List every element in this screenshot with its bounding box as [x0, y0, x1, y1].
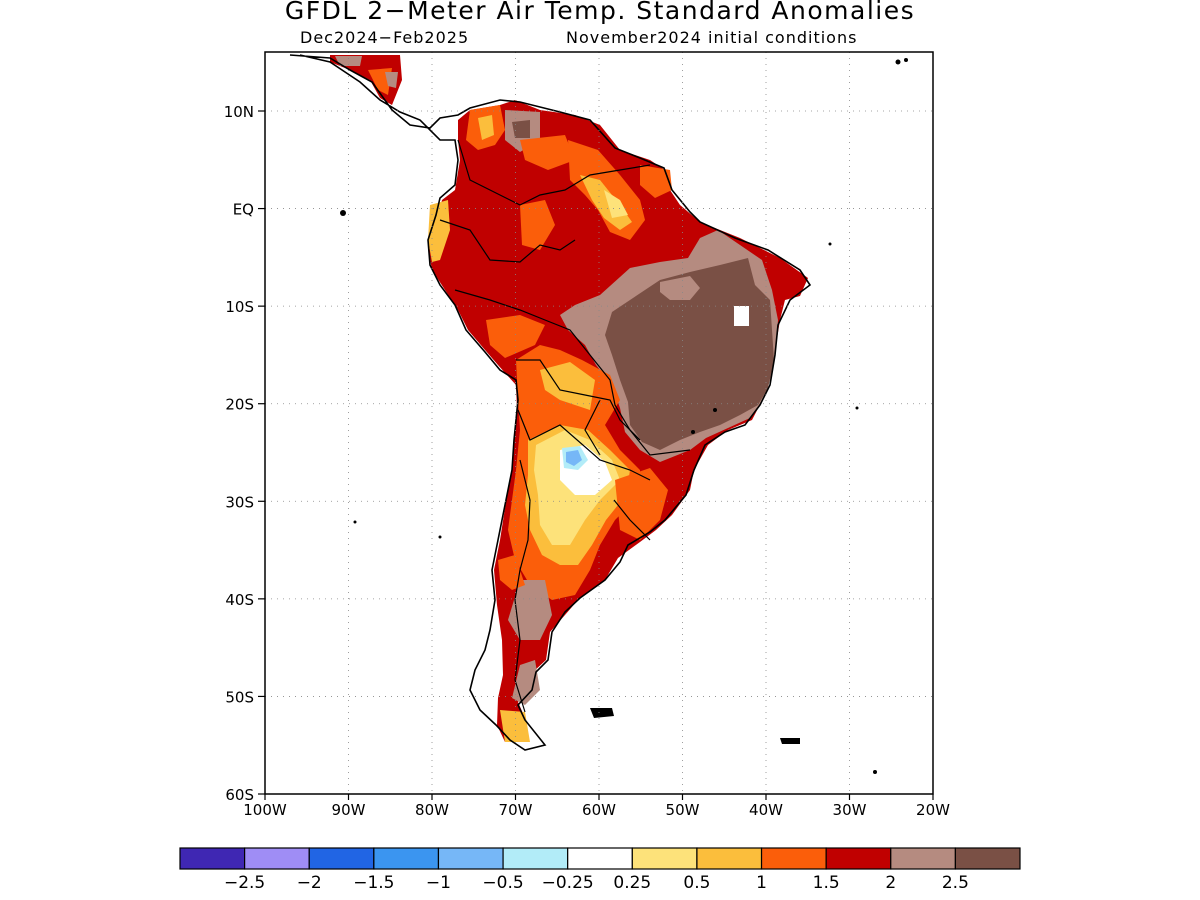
lat-tick-label: 50S [225, 688, 254, 706]
islands [340, 58, 908, 774]
lon-tick-label: 90W [332, 801, 366, 819]
colorbar-swatch [890, 847, 956, 870]
colorbar-swatch [437, 847, 504, 870]
lon-tick-label: 70W [499, 801, 533, 819]
colorbar-swatch [244, 847, 310, 870]
central-america-shading [330, 55, 402, 105]
lat-tick-label: 60S [225, 786, 254, 804]
lon-tick-label: 20W [916, 801, 950, 819]
colorbar-swatch [954, 847, 1021, 870]
colorbar-label: −0.5 [482, 873, 523, 893]
colorbar-label: −1 [426, 873, 451, 893]
colorbar-swatch [825, 847, 892, 870]
lon-tick-label: 40W [749, 801, 783, 819]
lat-tick-label: 20S [225, 396, 254, 414]
lon-tick-label: 100W [243, 801, 287, 819]
map-axes: 100W 90W 80W 70W 60W 50W 40W 30W 20W 10N EQ 10S 20S 3… [224, 103, 950, 819]
northern-warm-patches [428, 105, 672, 358]
lat-tick-label: 40S [225, 591, 254, 609]
coastline [289, 54, 812, 751]
lon-tick-label: 30W [833, 801, 867, 819]
lon-tick-label: 80W [415, 801, 449, 819]
colorbar-swatch [696, 847, 763, 870]
colorbar-swatch [631, 847, 698, 870]
colorbar-label: −0.25 [542, 873, 594, 893]
map-plot-area [265, 52, 933, 794]
lon-tick-label: 60W [582, 801, 616, 819]
colorbar-label: 2 [885, 873, 896, 893]
colorbar-label: 0.5 [683, 873, 710, 893]
colorbar-swatch [179, 847, 246, 870]
colorbar-swatch [502, 847, 569, 870]
lat-tick-label: EQ [233, 201, 254, 219]
colorbar: −2.5 −2 −1.5 −1 −0.5 −0.25 0.25 0.5 1 1.5 2 2.5 [179, 847, 1021, 893]
colorbar-label: −2 [297, 873, 322, 893]
colorbar-swatch [760, 847, 827, 870]
colorbar-label: 0.25 [613, 873, 651, 893]
colorbar-label: 1.5 [813, 873, 840, 893]
southern-cone-patches [498, 345, 668, 742]
brazil-dark-brown [605, 258, 774, 450]
lat-tick-label: 30S [225, 493, 254, 511]
lon-tick-label: 50W [666, 801, 700, 819]
map-grid [265, 52, 933, 794]
colorbar-swatch [567, 847, 633, 870]
colorbar-label: 2.5 [942, 873, 969, 893]
lat-tick-label: 10N [224, 103, 254, 121]
lat-tick-label: 10S [225, 298, 254, 316]
colorbar-swatch [373, 847, 440, 870]
forecast-period: Dec2024−Feb2025 [300, 28, 470, 47]
colorbar-label: −2.5 [224, 873, 265, 893]
colorbar-swatch [308, 847, 375, 870]
map-title: GFDL 2−Meter Air Temp. Standard Anomalie… [284, 0, 916, 25]
colorbar-label: 1 [756, 873, 767, 893]
country-borders [439, 139, 691, 713]
initial-conditions: November2024 initial conditions [566, 28, 858, 47]
colorbar-label: −1.5 [353, 873, 394, 893]
